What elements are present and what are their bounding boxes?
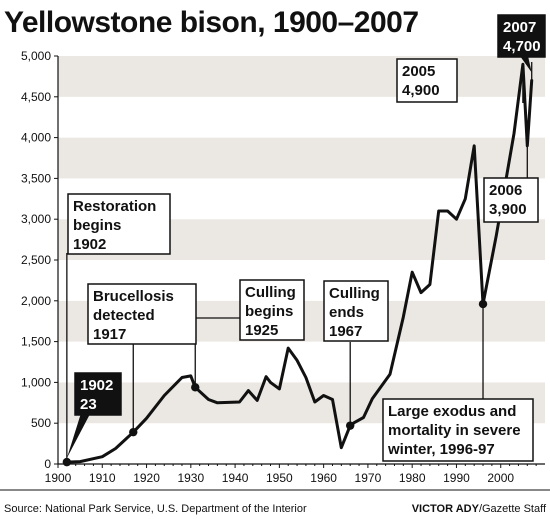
annotation-brucellosis: Brucellosis detected 1917 bbox=[87, 283, 197, 345]
axes: 0 500 1,000 1,500 2,000 2,500 3,000 3,500 4,000 4… bbox=[21, 49, 545, 485]
y2007-pointer bbox=[520, 56, 532, 73]
annotation-label: Brucellosis bbox=[93, 288, 174, 305]
annotation-y2007: 2007 4,700 bbox=[497, 14, 546, 58]
y-tick-label: 4,000 bbox=[21, 131, 51, 145]
y1902-pointer bbox=[66, 410, 90, 459]
data-point-marker bbox=[346, 421, 355, 430]
y-tick-label: 1,000 bbox=[21, 375, 51, 389]
annotation-label: winter, 1996-97 bbox=[387, 441, 495, 458]
annotation-box bbox=[87, 283, 197, 345]
annotation-box bbox=[382, 398, 534, 462]
y-tick-label: 4,500 bbox=[21, 90, 51, 104]
data-point-marker bbox=[62, 457, 72, 467]
annotation-label: 4,700 bbox=[503, 38, 541, 55]
x-tick-label: 1960 bbox=[310, 471, 337, 485]
annotation-label: 2005 bbox=[402, 63, 435, 80]
y-tick-label: 5,000 bbox=[21, 49, 51, 63]
credit-text: VICTOR ADY/Gazette Staff bbox=[412, 503, 547, 515]
credit-name: VICTOR ADY bbox=[412, 503, 480, 515]
annotation-y2006: 2006 3,900 bbox=[483, 177, 539, 223]
chart-title: Yellowstone bison, 1900–2007 bbox=[4, 6, 419, 39]
y-tick-label: 0 bbox=[44, 457, 51, 471]
population-line bbox=[65, 62, 534, 464]
data-point-marker bbox=[129, 427, 138, 437]
annotation-box bbox=[483, 177, 539, 223]
annotation-box bbox=[67, 193, 171, 255]
annotation-box bbox=[323, 280, 389, 342]
annotation-box bbox=[239, 279, 305, 341]
data-point-marker bbox=[191, 383, 200, 392]
x-tick-label: 1930 bbox=[177, 471, 204, 485]
annotation-label: ends bbox=[329, 304, 364, 321]
x-tick-label: 1910 bbox=[89, 471, 116, 485]
annotation-box bbox=[396, 58, 458, 103]
grid-band bbox=[58, 56, 545, 97]
annotation-y2005: 2005 4,900 bbox=[396, 58, 458, 103]
annotation-y1902: 1902 23 bbox=[74, 372, 122, 416]
grid-band bbox=[58, 341, 545, 383]
annotation-culling_begins: Culling begins 1925 bbox=[239, 279, 305, 341]
x-tick-label: 1920 bbox=[133, 471, 160, 485]
annotation-box bbox=[497, 14, 546, 58]
annotation-label: 2007 bbox=[503, 19, 536, 36]
x-tick-label: 1980 bbox=[399, 471, 426, 485]
y-tick-label: 2,500 bbox=[21, 253, 51, 267]
annotation-label: Restoration bbox=[73, 198, 156, 215]
annotation-label: detected bbox=[93, 307, 155, 324]
series-layer bbox=[65, 62, 534, 464]
annotation-box bbox=[74, 372, 122, 416]
credit-rest: /Gazette Staff bbox=[479, 503, 547, 515]
x-tick-label: 2000 bbox=[487, 471, 514, 485]
y-tick-label: 3,000 bbox=[21, 212, 51, 226]
annotation-label: Culling bbox=[329, 285, 380, 302]
annotation-label: mortality in severe bbox=[388, 422, 521, 439]
annotation-label: 3,900 bbox=[489, 201, 527, 218]
x-tick-label: 1970 bbox=[355, 471, 382, 485]
annotation-label: 1902 bbox=[73, 236, 106, 253]
annotation-restoration: Restoration begins 1902 bbox=[67, 193, 171, 255]
annotation-label: begins bbox=[73, 217, 121, 234]
annotation-culling_ends: Culling ends 1967 bbox=[323, 280, 389, 342]
annotation-label: 4,900 bbox=[402, 82, 440, 99]
annotation-label: 1902 bbox=[80, 377, 113, 394]
annotation-label: 1967 bbox=[329, 323, 362, 340]
annotation-label: 1925 bbox=[245, 322, 278, 339]
grid-band bbox=[58, 137, 545, 179]
annotations-layer: Restoration begins 1902 Brucellosis detected… bbox=[66, 14, 546, 462]
annotation-label: 23 bbox=[80, 396, 97, 413]
grid-band bbox=[58, 96, 545, 138]
markers-layer bbox=[62, 299, 488, 467]
y-tick-label: 1,500 bbox=[21, 335, 51, 349]
data-point-marker bbox=[478, 299, 488, 309]
x-tick-label: 1940 bbox=[222, 471, 249, 485]
annotation-label: 2006 bbox=[489, 182, 522, 199]
annotation-exodus: Large exodus and mortality in severe winte… bbox=[382, 398, 534, 462]
y-tick-label: 2,000 bbox=[21, 294, 51, 308]
x-tick-label: 1950 bbox=[266, 471, 293, 485]
y-tick-label: 500 bbox=[31, 416, 51, 430]
source-text: Source: National Park Service, U.S. Depa… bbox=[4, 503, 307, 515]
annotation-label: Culling bbox=[245, 284, 296, 301]
x-tick-label: 1900 bbox=[45, 471, 72, 485]
annotation-label: Large exodus and bbox=[388, 403, 516, 420]
x-tick-label: 1990 bbox=[443, 471, 470, 485]
annotation-label: 1917 bbox=[93, 326, 126, 343]
annotation-label: begins bbox=[245, 303, 293, 320]
y-tick-label: 3,500 bbox=[21, 171, 51, 185]
